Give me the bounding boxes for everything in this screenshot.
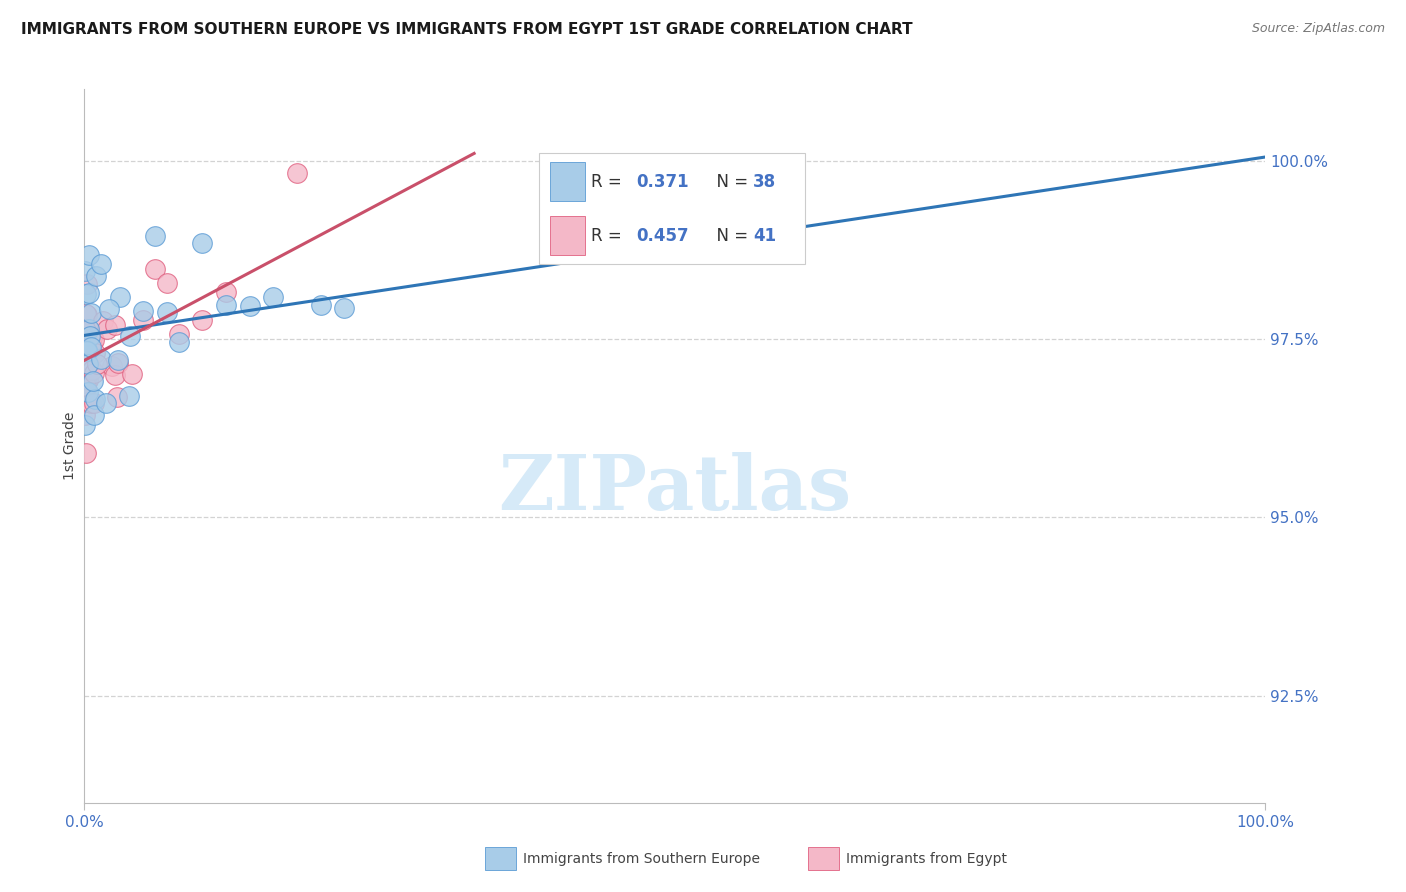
Point [90,351,112,366]
Point [309,298,332,312]
Point [76,395,98,409]
Point [90,256,112,270]
Point [107,356,129,370]
Point [82,338,104,352]
Point [75,287,97,301]
Point [333,301,356,316]
Point [167,327,190,342]
Point [156,305,179,319]
Point [262,290,284,304]
Text: 0.457: 0.457 [636,227,689,244]
Point [76,343,98,358]
Point [77,321,100,335]
Point [83,333,105,347]
Point [75,446,97,460]
Point [80,306,103,320]
Text: R =: R = [591,173,627,191]
Point [77,285,100,300]
Point [108,290,131,304]
Point [84,346,107,360]
Point [76,343,98,358]
Text: ZIPatlas: ZIPatlas [498,452,852,525]
Point [105,390,128,404]
Point [75,381,97,395]
Point [104,318,127,332]
Point [156,276,179,290]
Point [76,277,98,291]
Y-axis label: 1st Grade: 1st Grade [63,412,77,480]
Point [143,229,166,244]
Point [83,396,105,410]
Text: R =: R = [591,227,627,244]
Point [120,328,142,343]
Text: 38: 38 [752,173,776,191]
Point [80,330,103,344]
Point [75,379,97,393]
Point [104,368,127,382]
Point [76,373,98,387]
Point [118,389,141,403]
Point [143,262,166,277]
Point [191,235,214,250]
Text: N =: N = [706,227,754,244]
Point [76,344,98,359]
Point [77,357,100,371]
Point [97,302,120,317]
Point [80,363,103,377]
Point [79,340,101,354]
Point [77,323,100,337]
Point [107,352,129,367]
Point [86,357,108,371]
Point [191,313,214,327]
Point [75,330,97,344]
Point [96,322,118,336]
Point [84,269,107,284]
Point [73,263,96,277]
Text: 0.371: 0.371 [636,173,689,191]
Point [79,329,101,343]
Point [77,248,100,262]
Point [215,298,238,312]
Point [167,334,190,349]
Point [73,418,96,433]
Point [75,321,97,335]
Point [94,396,117,410]
Point [75,308,97,322]
Point [121,367,143,381]
Text: Source: ZipAtlas.com: Source: ZipAtlas.com [1251,22,1385,36]
Point [80,396,103,410]
Point [73,408,96,422]
Point [83,392,105,406]
Point [75,335,97,350]
Point [285,165,308,179]
Point [76,384,98,399]
Text: IMMIGRANTS FROM SOUTHERN EUROPE VS IMMIGRANTS FROM EGYPT 1ST GRADE CORRELATION C: IMMIGRANTS FROM SOUTHERN EUROPE VS IMMIG… [21,22,912,37]
Point [82,375,104,389]
Point [75,372,97,386]
Point [91,314,114,328]
Text: Immigrants from Southern Europe: Immigrants from Southern Europe [523,852,761,866]
Point [76,308,98,322]
Point [79,335,101,350]
Point [83,408,105,422]
Point [73,351,96,365]
Text: Immigrants from Egypt: Immigrants from Egypt [846,852,1008,866]
Point [239,300,262,314]
Point [76,343,98,358]
Point [83,367,105,381]
Point [132,313,155,327]
Text: 41: 41 [752,227,776,244]
Point [215,285,238,300]
Point [101,359,124,373]
Text: N =: N = [706,173,754,191]
Point [132,304,155,318]
